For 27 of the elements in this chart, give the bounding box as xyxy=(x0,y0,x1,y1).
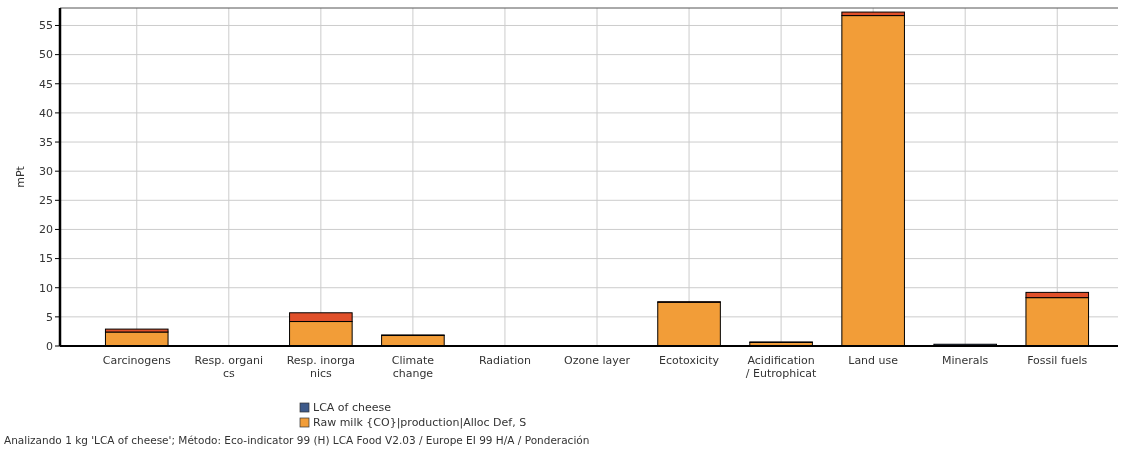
y-tick-label: 0 xyxy=(46,339,53,353)
x-tick-label: Minerals xyxy=(942,354,989,367)
x-tick-label: Resp. organi cs xyxy=(194,354,264,380)
x-tick-label: Ecotoxicity xyxy=(659,354,720,367)
x-tick-label: Resp. inorga nics xyxy=(286,354,356,380)
y-tick-label: 30 xyxy=(39,165,53,179)
x-tick-label: Ozone layer xyxy=(564,354,631,367)
y-tick-label: 45 xyxy=(39,77,53,91)
y-tick-label: 40 xyxy=(39,106,53,120)
x-tick-label: Carcinogens xyxy=(102,354,171,367)
x-tick-label: Climate change xyxy=(391,354,435,380)
y-axis-title: mPt xyxy=(14,165,27,188)
x-tick-label: Fossil fuels xyxy=(1027,354,1088,367)
x-tick-label: Land use xyxy=(848,354,899,367)
legend-label: Raw milk {CO}|production|Alloc Def, S xyxy=(313,416,527,429)
y-tick-label: 15 xyxy=(39,252,53,266)
y-tick-label: 5 xyxy=(46,310,53,324)
x-tick-label: Radiation xyxy=(478,354,531,367)
x-tick-label: Acidification / Eutrophicat xyxy=(745,354,818,380)
legend-label: LCA of cheese xyxy=(313,401,392,414)
y-tick-label: 20 xyxy=(39,223,53,237)
y-tick-label: 35 xyxy=(39,135,53,149)
y-tick-label: 50 xyxy=(39,48,53,62)
text: Analizando 1 kg 'LCA of cheese'; Método: Eco-indicator 99 (H) LCA Food V2.03 / Europe EI 99 H/A / Ponderación xyxy=(4,434,590,446)
y-tick-label: 55 xyxy=(39,19,53,33)
y-tick-label: 25 xyxy=(39,194,53,208)
y-tick-label: 10 xyxy=(39,281,53,295)
